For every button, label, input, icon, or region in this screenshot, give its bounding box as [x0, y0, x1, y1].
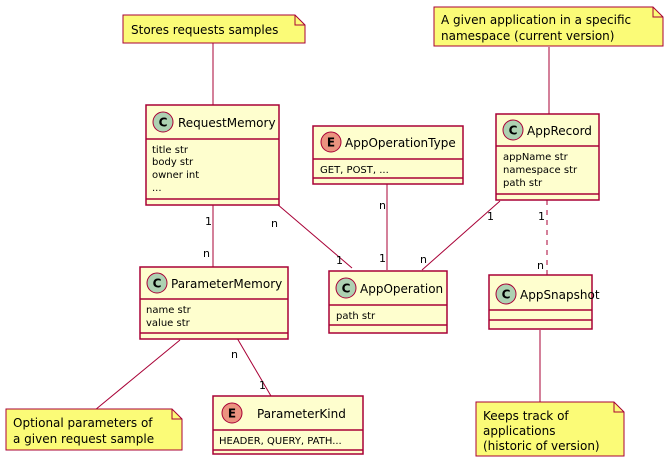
attribute: namespace str — [503, 165, 578, 176]
mult-record-snapshot-to: n — [537, 259, 544, 272]
stereotype-glyph: E — [327, 136, 335, 150]
attribute: body str — [152, 157, 194, 168]
attribute: ... — [152, 183, 162, 194]
class-name: ParameterMemory — [171, 277, 282, 291]
mult-parameter-kind-from: n — [231, 348, 238, 361]
class-name: ParameterKind — [257, 407, 346, 421]
mult-request-parameter-to: n — [203, 247, 210, 260]
attribute: title str — [152, 145, 189, 156]
class-request-memory[interactable]: C RequestMemory title str body str owner… — [145, 104, 280, 206]
stereotype-glyph: C — [509, 124, 518, 138]
note-snapshot: Keeps track of applications (historic of… — [475, 401, 625, 457]
mult-record-operation-to: n — [420, 253, 427, 266]
attribute: path str — [336, 311, 376, 322]
multiplicities: 1 n n 1 n 1 1 n 1 n n 1 — [203, 199, 545, 392]
relation-parameter-kind — [236, 337, 272, 397]
stereotype-glyph: C — [342, 282, 351, 296]
enum-parameter-kind[interactable]: E ParameterKind HEADER, QUERY, PATH... — [212, 395, 364, 455]
class-app-record[interactable]: C AppRecord appName str namespace str pa… — [495, 113, 600, 201]
note-text-line: a given request sample — [13, 432, 154, 446]
note-text-line: Optional parameters of — [13, 416, 153, 430]
mult-type-operation-to: 1 — [379, 252, 386, 265]
class-type-icon — [335, 277, 357, 299]
enum-app-operation-type[interactable]: E AppOperationType GET, POST, ... — [312, 125, 464, 185]
mult-record-snapshot-from: 1 — [538, 210, 545, 223]
class-app-operation[interactable]: C AppOperation path str — [328, 270, 448, 334]
stereotype-glyph: C — [159, 116, 168, 130]
attribute: path str — [503, 178, 543, 189]
attribute: HEADER, QUERY, PATH... — [219, 436, 342, 447]
note-text-line: (historic of version) — [483, 439, 600, 453]
mult-parameter-kind-to: 1 — [259, 379, 266, 392]
class-type-icon — [152, 111, 174, 133]
stereotype-glyph: C — [153, 277, 162, 291]
note-text-line: Stores requests samples — [131, 23, 278, 37]
enum-type-icon — [221, 402, 243, 424]
attribute: GET, POST, ... — [320, 165, 389, 176]
class-name: AppOperationType — [345, 136, 456, 150]
class-app-snapshot[interactable]: C AppSnapshot — [488, 274, 600, 330]
class-type-icon — [495, 283, 517, 305]
class-type-icon — [502, 119, 524, 141]
note-text-line: namespace (current version) — [441, 29, 614, 43]
note-text-line: applications — [483, 424, 555, 438]
attribute: owner int — [152, 170, 199, 181]
relation-request-operation — [276, 203, 353, 269]
mult-type-operation-from: n — [379, 199, 386, 212]
relation-record-operation — [421, 200, 501, 271]
note-text-line: Keeps track of — [483, 409, 569, 423]
class-name: AppOperation — [360, 282, 443, 296]
class-name: AppSnapshot — [520, 288, 600, 302]
class-parameter-memory[interactable]: C ParameterMemory name str value str — [139, 266, 289, 340]
note-request-samples: Stores requests samples — [122, 14, 306, 44]
attribute: name str — [146, 305, 192, 316]
class-name: RequestMemory — [178, 116, 276, 130]
mult-request-operation-from: n — [271, 217, 278, 230]
enum-type-icon — [320, 131, 342, 153]
class-name: AppRecord — [527, 124, 592, 138]
note-optional-params: Optional parameters of a given request s… — [5, 408, 183, 451]
mult-request-parameter-from: 1 — [205, 215, 212, 228]
attribute: value str — [146, 318, 191, 329]
stereotype-glyph: C — [502, 288, 511, 302]
mult-request-operation-to: 1 — [336, 254, 343, 267]
stereotype-glyph: E — [228, 407, 236, 421]
note-text-line: A given application in a specific — [441, 13, 631, 27]
attribute: appName str — [503, 152, 569, 163]
note-connector-params — [94, 339, 181, 411]
mult-record-operation-from: 1 — [487, 210, 494, 223]
class-type-icon — [146, 272, 168, 294]
relation-lines — [94, 39, 550, 411]
note-app-record: A given application in a specific namesp… — [433, 6, 664, 47]
